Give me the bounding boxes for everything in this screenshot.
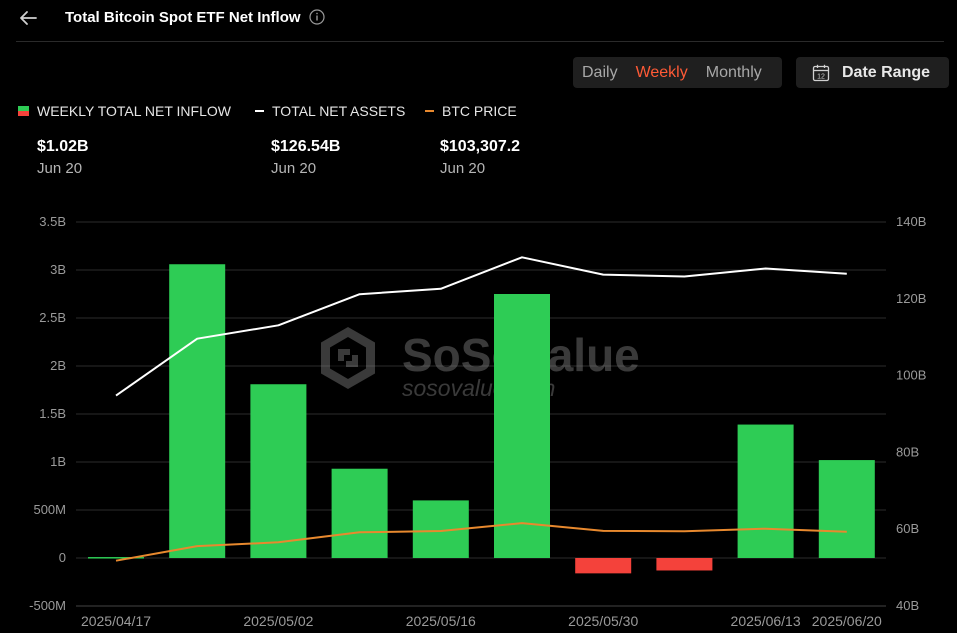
y-right-tick-label: 80B: [896, 444, 919, 459]
btc-price-line: [115, 522, 847, 562]
page-header: Total Bitcoin Spot ETF Net Inflow: [16, 0, 944, 42]
inflow-bar: [250, 384, 307, 558]
x-tick-label: 2025/06/13: [731, 613, 801, 629]
legend-label: TOTAL NET ASSETS: [272, 103, 406, 119]
y-left-tick-label: -500M: [29, 598, 66, 613]
y-left-tick-label: 1.5B: [39, 406, 66, 421]
svg-text:12: 12: [817, 73, 825, 80]
x-tick-label: 2025/05/02: [243, 613, 313, 629]
y-left-tick-label: 500M: [33, 502, 66, 517]
inflow-bars: [88, 264, 875, 574]
legend-label: BTC PRICE: [442, 103, 517, 119]
y-right-tick-label: 60B: [896, 521, 919, 536]
date-range-button[interactable]: 12 Date Range: [796, 57, 949, 88]
legend-btc-price: BTC PRICE $103,307.2 Jun 20: [425, 103, 520, 177]
legend-net-inflow: WEEKLY TOTAL NET INFLOW $1.02B Jun 20: [18, 103, 231, 177]
x-axis: 2025/04/17 2025/05/02 2025/05/16 2025/05/30…: [76, 605, 886, 629]
date-range-label: Date Range: [842, 63, 931, 81]
y-right-tick-label: 140B: [896, 214, 926, 229]
x-tick-label: 2025/05/30: [568, 613, 638, 629]
y-left-tick-label: 2.5B: [39, 310, 66, 325]
legend-date: Jun 20: [37, 160, 83, 177]
period-selector: Daily Weekly Monthly: [573, 57, 782, 88]
info-icon[interactable]: [309, 9, 325, 25]
calendar-icon: 12: [812, 64, 830, 81]
back-button[interactable]: [16, 6, 40, 30]
legend-date: Jun 20: [440, 160, 486, 177]
page-title: Total Bitcoin Spot ETF Net Inflow: [65, 9, 301, 26]
legend-value: $126.54B: [271, 138, 341, 155]
y-left-tick-label: 0: [59, 550, 66, 565]
x-tick-label: 2025/04/17: [81, 613, 151, 629]
inflow-bar: [656, 558, 713, 571]
y-right-tick-label: 120B: [896, 291, 926, 306]
y-right-tick-label: 40B: [896, 598, 919, 613]
inflow-bar: [737, 424, 794, 558]
y-left-tick-label: 3.5B: [39, 214, 66, 229]
inflow-bar: [88, 557, 144, 559]
inflow-bar: [818, 460, 875, 558]
bar-swatch-icon: [18, 106, 29, 116]
legend-label: WEEKLY TOTAL NET INFLOW: [37, 103, 231, 119]
period-weekly-tab[interactable]: Weekly: [635, 64, 688, 81]
y-left-tick-label: 2B: [50, 358, 66, 373]
sosovalue-watermark: SoSoValue sosovalue.com: [321, 327, 640, 401]
y-left-tick-label: 1B: [50, 454, 66, 469]
y-left-tick-label: 3B: [50, 262, 66, 277]
y-axis-left: -500M 0 500M 1B 1.5B 2B 2.5B 3B 3.5B: [29, 214, 66, 613]
total-net-assets-line: [115, 256, 847, 397]
y-axis-right: 40B 60B 80B 100B 120B 140B: [896, 214, 926, 613]
legend-value: $1.02B: [37, 138, 89, 155]
legend-date: Jun 20: [271, 160, 317, 177]
inflow-bar: [494, 294, 550, 558]
legend-total-net-assets: TOTAL NET ASSETS $126.54B Jun 20: [255, 103, 405, 177]
line-swatch-icon: [255, 110, 264, 112]
period-daily-tab[interactable]: Daily: [582, 64, 618, 81]
inflow-bar: [575, 558, 632, 574]
inflow-bar: [169, 264, 226, 558]
x-tick-label: 2025/05/16: [406, 613, 476, 629]
y-right-tick-label: 100B: [896, 368, 926, 383]
legend-value: $103,307.2: [440, 138, 521, 155]
arrow-left-icon: [20, 11, 37, 25]
period-monthly-tab[interactable]: Monthly: [705, 64, 762, 81]
line-swatch-icon: [425, 110, 434, 112]
x-tick-label: 2025/06/20: [812, 613, 882, 629]
sosovalue-logo-icon: [321, 327, 375, 389]
chart-lines: [115, 256, 847, 562]
inflow-bar: [331, 468, 388, 558]
